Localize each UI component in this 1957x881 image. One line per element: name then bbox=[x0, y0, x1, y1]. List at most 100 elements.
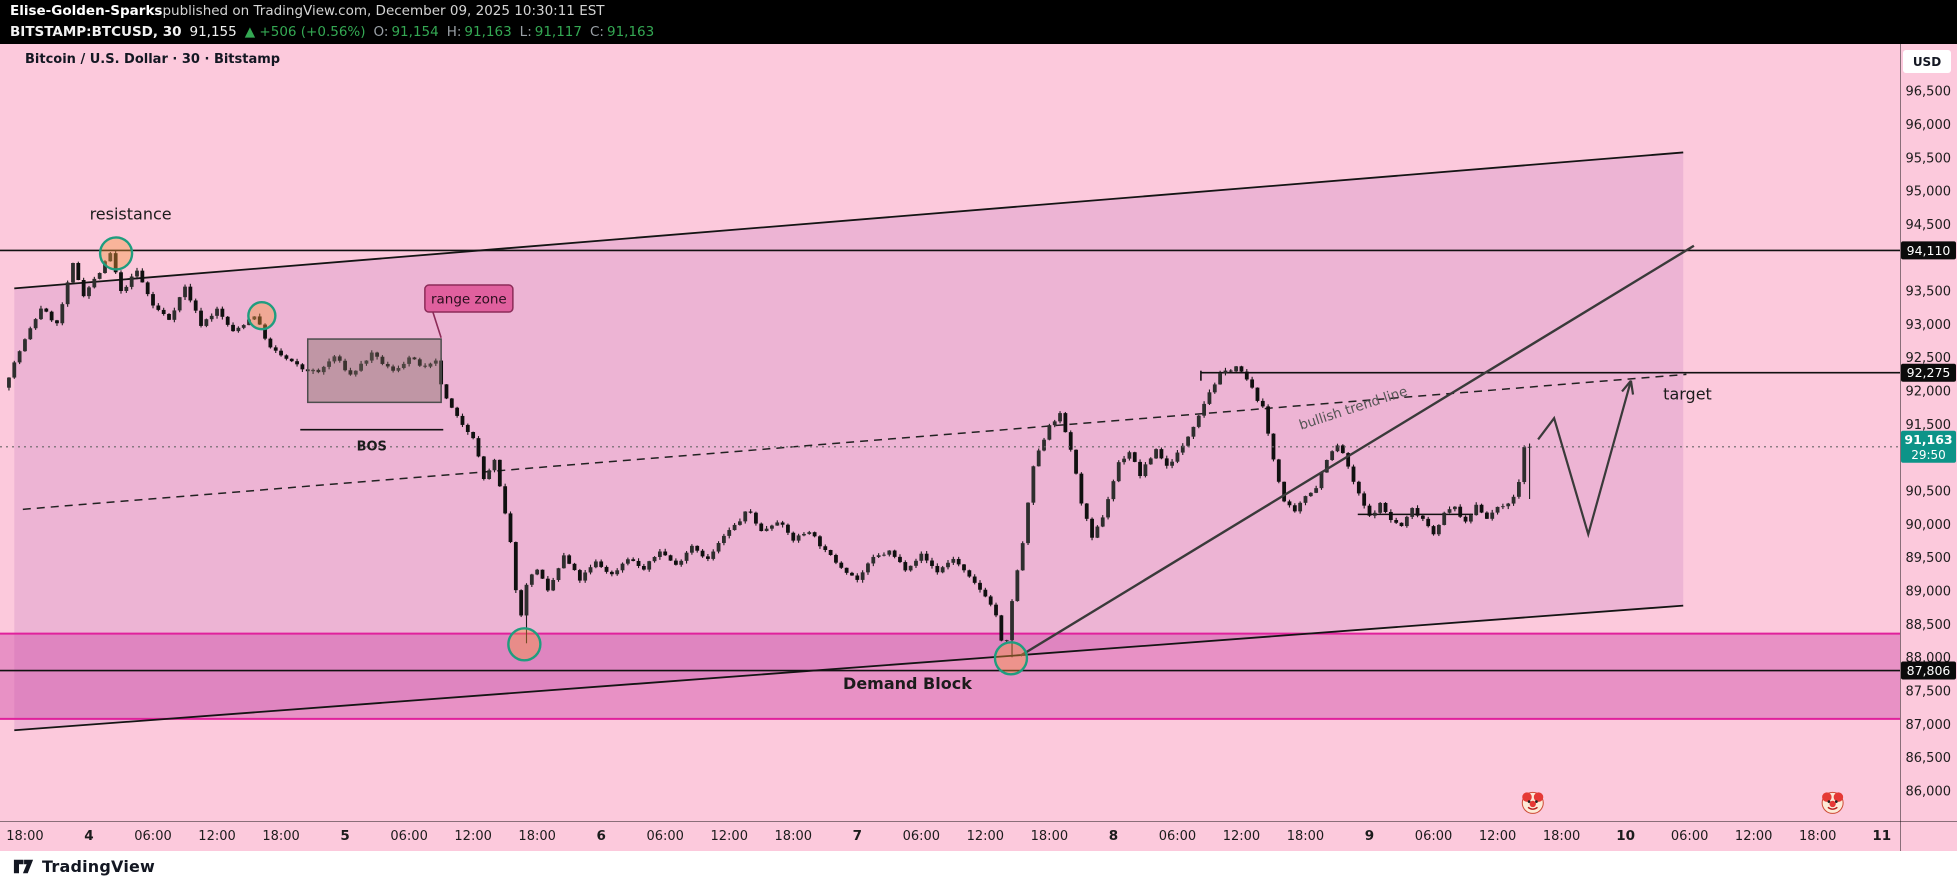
highlight-circle[interactable] bbox=[247, 301, 277, 331]
candle-body bbox=[423, 365, 428, 367]
candle-body bbox=[92, 278, 97, 288]
candle-body bbox=[1164, 458, 1169, 466]
candle-body bbox=[337, 356, 342, 361]
channel-top-line[interactable] bbox=[14, 151, 1684, 290]
currency-unit-button[interactable]: USD bbox=[1903, 50, 1951, 73]
candle-body bbox=[44, 308, 49, 312]
candle-body bbox=[1383, 502, 1388, 512]
candle-body bbox=[1058, 413, 1062, 422]
candle-body bbox=[978, 582, 982, 590]
time-tick-label: 18:00 bbox=[1031, 829, 1068, 844]
candle-body bbox=[177, 297, 182, 311]
channel-bottom-line[interactable] bbox=[14, 604, 1684, 732]
candle-body bbox=[1116, 462, 1121, 482]
candle-body bbox=[279, 350, 283, 356]
highlight-circle[interactable] bbox=[993, 641, 1029, 676]
clown-emoji-sticker[interactable] bbox=[1821, 791, 1844, 814]
candle-body bbox=[273, 347, 278, 351]
candle-body bbox=[1335, 445, 1340, 452]
dashed-trend-line[interactable] bbox=[22, 373, 1687, 511]
candle-body bbox=[1250, 379, 1255, 388]
candle-body bbox=[951, 558, 956, 563]
candle-body bbox=[65, 282, 70, 305]
price-tick-label: 93,500 bbox=[1906, 285, 1952, 300]
time-tick-label: 06:00 bbox=[1671, 829, 1708, 844]
time-tick-label: 18:00 bbox=[1799, 829, 1836, 844]
candle-body bbox=[1287, 501, 1292, 506]
price-tick-label: 88,500 bbox=[1906, 618, 1952, 633]
candle-body bbox=[1079, 473, 1084, 504]
candle-body bbox=[743, 511, 748, 522]
candle-body bbox=[754, 512, 758, 524]
range-zone-callout[interactable] bbox=[424, 284, 514, 313]
candle-body bbox=[1356, 481, 1361, 494]
candle-body bbox=[1207, 392, 1212, 404]
highlight-circle[interactable] bbox=[98, 236, 134, 271]
candle-body bbox=[850, 572, 854, 576]
range-zone-callout-text: range zone bbox=[431, 292, 507, 308]
time-tick-label: 11 bbox=[1872, 828, 1891, 844]
price-tick-label: 87,500 bbox=[1906, 684, 1952, 699]
candle-body bbox=[786, 524, 790, 533]
candle-body bbox=[551, 579, 556, 591]
candle-body bbox=[1303, 496, 1308, 503]
time-scale[interactable] bbox=[0, 821, 1900, 851]
candle-body bbox=[599, 561, 604, 567]
candle-body bbox=[284, 355, 289, 359]
candle-body bbox=[1426, 518, 1431, 527]
time-tick-label: 8 bbox=[1109, 828, 1118, 844]
candle-body bbox=[231, 324, 235, 332]
chart-plot-area[interactable] bbox=[0, 44, 1900, 821]
candle-body bbox=[268, 338, 273, 348]
candle-body bbox=[1202, 403, 1207, 416]
projection-zigzag-arrow[interactable] bbox=[1537, 380, 1633, 539]
candle-body bbox=[631, 559, 636, 561]
candle-body bbox=[188, 286, 193, 301]
candle-body bbox=[940, 567, 945, 573]
candle-body bbox=[487, 470, 492, 480]
candle-body bbox=[145, 282, 150, 295]
candle-body bbox=[1100, 517, 1105, 527]
candle-body bbox=[396, 368, 401, 371]
candle-body bbox=[241, 325, 246, 328]
time-tick-label: 18:00 bbox=[1543, 829, 1580, 844]
candle-body bbox=[236, 327, 241, 332]
time-tick-label: 12:00 bbox=[967, 829, 1004, 844]
candle-body bbox=[1522, 447, 1527, 483]
symbol-name: BITSTAMP:BTCUSD, 30 bbox=[10, 24, 182, 40]
candle-body bbox=[161, 309, 166, 314]
bullish-trend-line[interactable] bbox=[1019, 244, 1695, 657]
candle-body bbox=[1255, 387, 1260, 401]
demand-block-zone[interactable] bbox=[0, 633, 1900, 719]
ohlc-high: H: 91,163 bbox=[446, 24, 512, 40]
candle-body bbox=[556, 568, 561, 580]
candle-body bbox=[1436, 524, 1441, 535]
candle-body bbox=[903, 562, 908, 571]
time-tick-label: 18:00 bbox=[775, 829, 812, 844]
price-label-94110 bbox=[1901, 241, 1956, 260]
candle-body bbox=[1068, 432, 1073, 450]
candle-body bbox=[55, 320, 59, 324]
candle-body bbox=[49, 311, 54, 321]
candle-body bbox=[1122, 458, 1126, 463]
candle-body bbox=[385, 363, 390, 367]
time-tick-label: 7 bbox=[853, 828, 862, 844]
candle-body bbox=[679, 560, 684, 565]
candle-body bbox=[1228, 370, 1233, 372]
candle-body bbox=[455, 407, 460, 416]
candle-body bbox=[1298, 502, 1303, 512]
candle-body bbox=[823, 546, 828, 550]
clown-emoji-sticker[interactable] bbox=[1521, 791, 1544, 814]
candle-body bbox=[1511, 496, 1516, 504]
candle-body bbox=[908, 565, 913, 571]
highlight-circle[interactable] bbox=[507, 627, 542, 662]
candle-body bbox=[892, 550, 897, 557]
range-zone-box[interactable] bbox=[306, 338, 442, 404]
candle-body bbox=[535, 569, 540, 575]
candle-body bbox=[689, 545, 694, 553]
candle-body bbox=[257, 316, 262, 325]
candle-body bbox=[81, 280, 86, 297]
candle-body bbox=[1047, 425, 1052, 440]
candle-body bbox=[316, 369, 321, 373]
